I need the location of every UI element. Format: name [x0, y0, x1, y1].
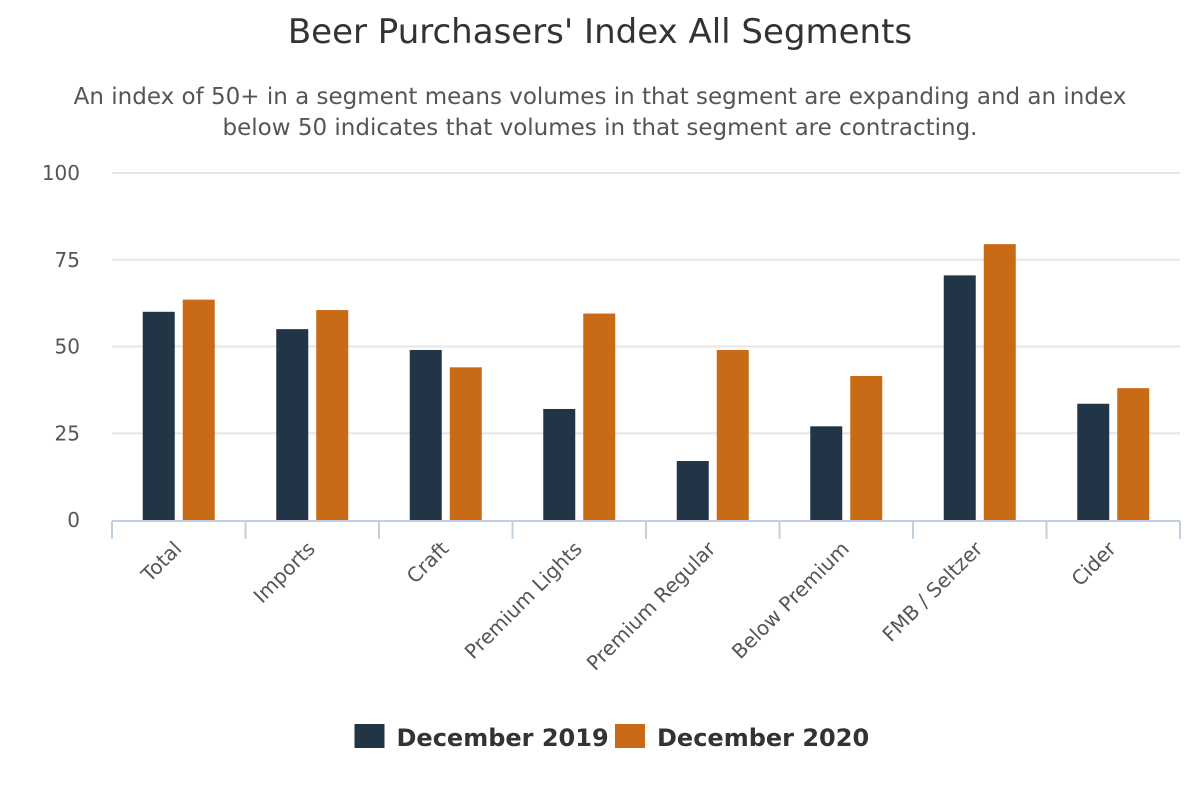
- bar-dec-2020: [716, 349, 749, 520]
- legend-item[interactable]: December 2019: [354, 724, 609, 752]
- x-category-label: FMB / Seltzer: [877, 536, 987, 646]
- x-axis: [111, 520, 1181, 539]
- bar-dec-2020: [1117, 388, 1150, 520]
- bar-dec-2020: [583, 313, 616, 520]
- y-tick-label: 75: [55, 248, 80, 272]
- legend-label: December 2020: [657, 724, 869, 752]
- x-category-label: Premium Lights: [460, 537, 587, 664]
- y-tick-label: 25: [55, 421, 80, 445]
- y-tick-label: 0: [67, 508, 80, 532]
- bar-dec-2019: [409, 349, 442, 520]
- x-category-label: Craft: [402, 536, 454, 588]
- chart-subtitle: An index of 50+ in a segment means volum…: [73, 84, 1127, 141]
- x-category-label: Total: [136, 537, 187, 588]
- bar-dec-2020: [449, 367, 482, 520]
- x-category-label: Premium Regular: [582, 536, 721, 675]
- legend-swatch: [615, 724, 645, 748]
- bar-dec-2019: [1077, 403, 1110, 520]
- chart-title: Beer Purchasers' Index All Segments: [287, 12, 913, 52]
- legend: December 2019 December 2020: [354, 724, 869, 752]
- x-category-label: Imports: [249, 537, 320, 608]
- x-category-label: Cider: [1067, 536, 1122, 591]
- y-axis-ticks: 0 25 50 75 100: [42, 161, 80, 532]
- bar-dec-2019: [676, 461, 709, 520]
- x-category-label: Below Premium: [727, 537, 854, 664]
- bar-dec-2020: [983, 244, 1016, 520]
- y-tick-label: 50: [55, 335, 80, 359]
- gridlines: [112, 172, 1180, 435]
- bars: [142, 244, 1150, 520]
- legend-swatch: [354, 724, 385, 748]
- bar-dec-2020: [850, 375, 883, 520]
- bar-dec-2019: [142, 311, 175, 520]
- legend-item[interactable]: December 2020: [615, 724, 869, 752]
- bar-dec-2020: [316, 310, 349, 520]
- bar-dec-2019: [810, 426, 843, 520]
- y-tick-label: 100: [42, 161, 80, 185]
- bar-dec-2019: [276, 329, 309, 520]
- legend-label: December 2019: [397, 724, 609, 752]
- bar-dec-2019: [543, 408, 576, 520]
- bar-dec-2020: [182, 299, 215, 520]
- bar-dec-2019: [943, 275, 976, 520]
